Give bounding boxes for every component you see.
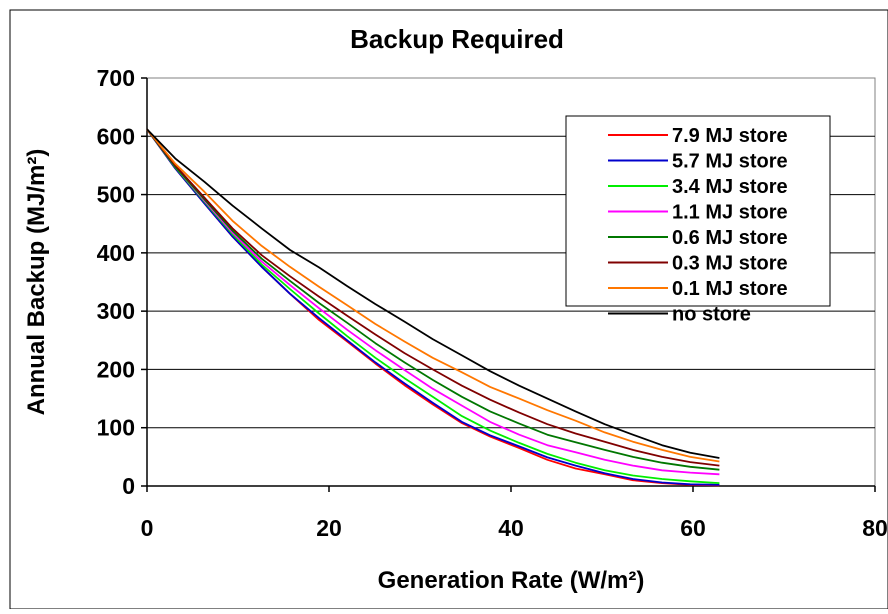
legend-item: 0.1 MJ store — [608, 278, 788, 300]
y-axis-title: Annual Backup (MJ/m²) — [23, 149, 50, 416]
legend-label: no store — [672, 304, 751, 326]
y-tick-label: 200 — [97, 356, 135, 382]
legend-item: 1.1 MJ store — [608, 202, 788, 224]
y-tick-label: 500 — [97, 182, 135, 208]
legend-item: 0.3 MJ store — [608, 253, 788, 275]
chart-title: Backup Required — [350, 24, 564, 54]
legend-items: 7.9 MJ store 5.7 MJ store 3.4 MJ store 1.1 … — [608, 125, 788, 326]
legend-item: 3.4 MJ store — [608, 176, 788, 198]
x-tick-label: 60 — [680, 515, 706, 541]
y-tick-label: 300 — [97, 298, 135, 324]
legend-item: 5.7 MJ store — [608, 151, 788, 173]
series-lines — [146, 128, 720, 487]
series-line-0-3-mj-store — [146, 128, 720, 467]
y-tick-labels: 0 100 200 300 400 500 600 700 — [97, 65, 135, 499]
y-tick-label: 0 — [122, 473, 135, 499]
series-line-5-7-mj-store — [146, 128, 720, 486]
y-tick-label: 100 — [97, 415, 135, 441]
x-tick-label: 80 — [862, 515, 888, 541]
x-tick-label: 40 — [498, 515, 524, 541]
y-tick-label: 400 — [97, 240, 135, 266]
y-tick-label: 700 — [97, 65, 135, 91]
series-line-3-4-mj-store — [146, 128, 720, 484]
legend-label: 3.4 MJ store — [672, 176, 788, 198]
y-tick-label: 600 — [97, 123, 135, 149]
legend-label: 0.3 MJ store — [672, 253, 788, 275]
legend-item: 7.9 MJ store — [608, 125, 788, 147]
legend-label: 1.1 MJ store — [672, 202, 788, 224]
series-line-0-6-mj-store — [146, 128, 720, 471]
series-line-1-1-mj-store — [146, 128, 720, 476]
x-tick-label: 20 — [316, 515, 342, 541]
legend-label: 0.6 MJ store — [672, 227, 788, 249]
x-tick-label: 0 — [141, 515, 154, 541]
legend-item: 0.6 MJ store — [608, 227, 788, 249]
x-axis-title: Generation Rate (W/m²) — [378, 567, 645, 594]
series-line-0-1-mj-store — [146, 128, 720, 463]
legend-label: 5.7 MJ store — [672, 151, 788, 173]
series-line-no-store — [146, 128, 720, 459]
legend: 7.9 MJ store 5.7 MJ store 3.4 MJ store 1.1 … — [565, 115, 831, 326]
legend-item: no store — [608, 304, 751, 326]
axes — [141, 77, 876, 492]
legend-label: 0.1 MJ store — [672, 278, 788, 300]
legend-label: 7.9 MJ store — [672, 125, 788, 147]
x-tick-labels: 0 20 40 60 80 — [141, 515, 888, 541]
